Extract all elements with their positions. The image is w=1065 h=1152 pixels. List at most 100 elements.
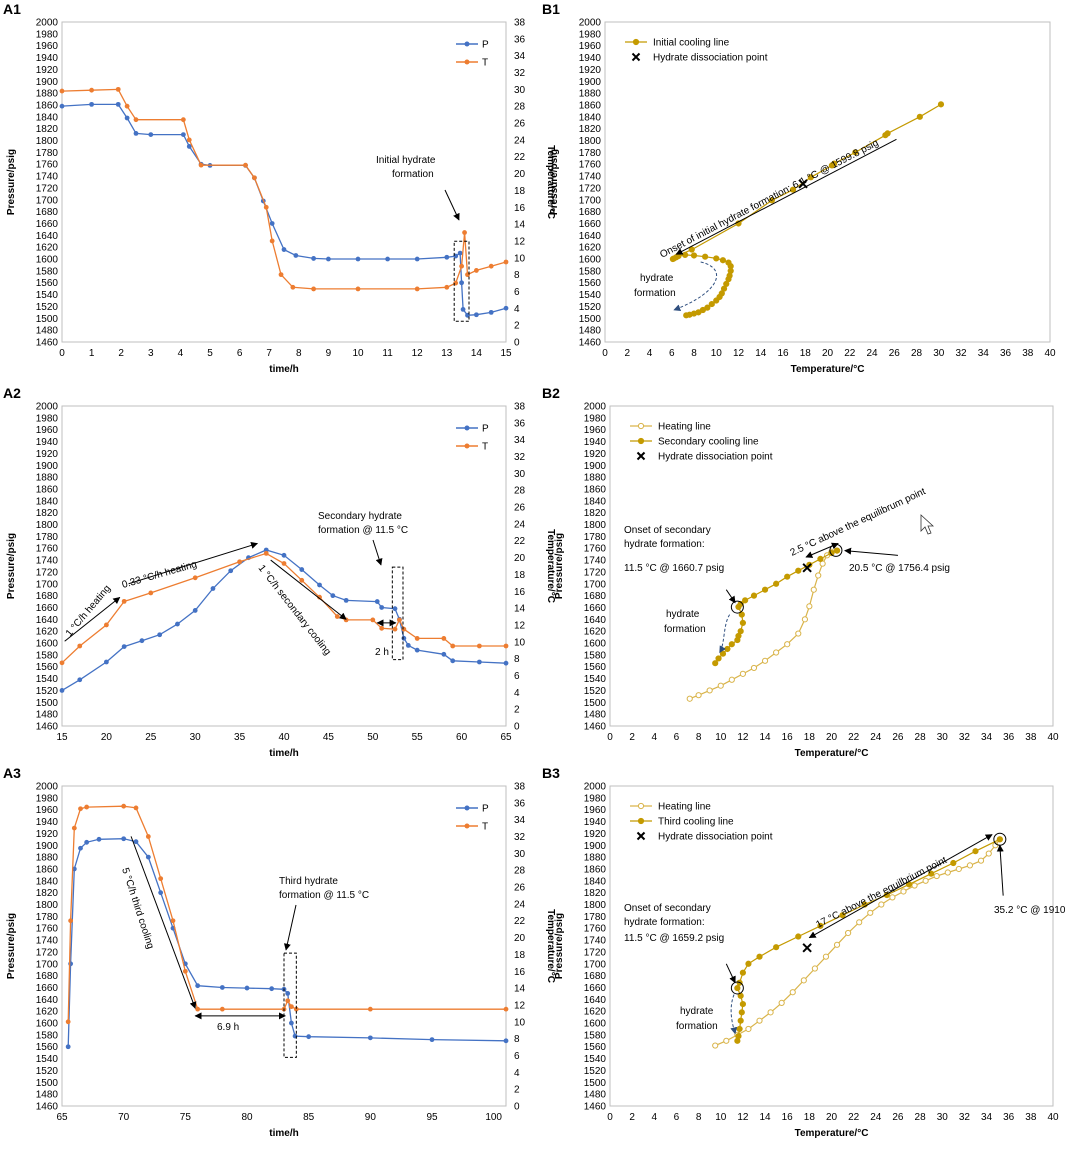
y2-axis-title: Temperature/°C bbox=[545, 909, 556, 983]
y-tick-label: 1620 bbox=[584, 1007, 607, 1018]
y2-tick-label: 4 bbox=[514, 688, 520, 699]
data-point bbox=[734, 984, 741, 992]
x-tick-label: 6 bbox=[674, 1112, 680, 1123]
y-tick-label: 1840 bbox=[36, 112, 59, 123]
data-point-P bbox=[476, 659, 482, 665]
y-tick-label: 1860 bbox=[584, 864, 607, 875]
y-tick-label: 1780 bbox=[579, 148, 602, 159]
x-tick-label: 16 bbox=[777, 348, 789, 359]
data-point-P bbox=[405, 643, 411, 648]
panel-label: B3 bbox=[542, 765, 560, 781]
data-point-T bbox=[311, 286, 316, 292]
y2-tick-label: 8 bbox=[514, 1034, 520, 1045]
data-point bbox=[878, 901, 885, 908]
annotation-033c-heating: 0.33 °C/h heating bbox=[121, 559, 198, 591]
x-tick-label: 38 bbox=[1025, 732, 1037, 743]
data-point bbox=[789, 989, 796, 996]
x-tick-label: 22 bbox=[848, 732, 860, 743]
data-point bbox=[728, 641, 735, 648]
y2-tick-label: 6 bbox=[514, 671, 520, 682]
x-tick-label: 45 bbox=[323, 732, 335, 743]
data-point bbox=[719, 650, 727, 657]
y-tick-label: 2000 bbox=[584, 402, 607, 413]
y2-tick-label: 18 bbox=[514, 186, 526, 197]
y-tick-label: 1480 bbox=[584, 1090, 607, 1101]
y-tick-label: 1760 bbox=[579, 160, 602, 171]
annotation-onset-value: 11.5 °C @ 1659.2 psig bbox=[624, 933, 724, 944]
data-point-P bbox=[77, 677, 83, 683]
data-point-T bbox=[379, 625, 385, 631]
data-point-T bbox=[263, 550, 269, 556]
x-tick-label: 8 bbox=[696, 732, 702, 743]
y2-tick-label: 36 bbox=[514, 34, 526, 45]
annotation-arrow bbox=[844, 547, 898, 556]
x-tick-label: 22 bbox=[844, 348, 856, 359]
y-tick-label: 1900 bbox=[36, 461, 59, 472]
y-tick-label: 1480 bbox=[36, 1090, 59, 1101]
panel-A2: A214601480150015201540156015801600162016… bbox=[3, 385, 556, 759]
legend-marker bbox=[464, 41, 470, 47]
series-line bbox=[672, 103, 942, 316]
y-tick-label: 1780 bbox=[36, 912, 59, 923]
plot-frame bbox=[609, 785, 1054, 1107]
data-point bbox=[750, 664, 758, 672]
annotation-arrow bbox=[372, 539, 383, 566]
x-tick-label: 10 bbox=[352, 348, 364, 359]
y-tick-label: 1560 bbox=[584, 1042, 607, 1053]
data-point bbox=[977, 857, 985, 864]
legend-label: Hydrate dissociation point bbox=[658, 452, 773, 463]
y-tick-label: 1540 bbox=[36, 674, 59, 685]
hydrate-dissociation-point bbox=[802, 563, 812, 573]
data-point bbox=[944, 869, 951, 876]
legend-label: P bbox=[482, 424, 489, 435]
data-point-P bbox=[429, 1037, 435, 1043]
data-point bbox=[669, 255, 676, 263]
data-point-T bbox=[71, 825, 77, 831]
data-point-T bbox=[115, 86, 121, 92]
x-axis-title: time/h bbox=[269, 748, 298, 759]
data-point-P bbox=[281, 247, 287, 252]
data-point-T bbox=[237, 559, 243, 565]
x-tick-label: 0 bbox=[607, 732, 613, 743]
y-axis-title: Pressure/psig bbox=[554, 533, 565, 599]
data-point bbox=[683, 312, 690, 319]
y-tick-label: 1980 bbox=[584, 793, 607, 804]
y2-tick-label: 6 bbox=[514, 287, 520, 298]
data-point-P bbox=[121, 836, 127, 842]
y-tick-label: 1900 bbox=[579, 77, 602, 88]
x-tick-label: 26 bbox=[892, 732, 904, 743]
data-point-P bbox=[488, 309, 494, 315]
data-point-P bbox=[503, 660, 509, 666]
y-tick-label: 1780 bbox=[584, 912, 607, 923]
y-tick-label: 1620 bbox=[36, 1007, 59, 1018]
y2-tick-label: 24 bbox=[514, 519, 526, 530]
data-point bbox=[852, 149, 859, 156]
legend-marker-x bbox=[631, 52, 641, 62]
data-point-P bbox=[306, 1034, 312, 1040]
y-tick-label: 1480 bbox=[36, 710, 59, 721]
y-tick-label: 1680 bbox=[36, 971, 59, 982]
legend-marker bbox=[637, 437, 645, 445]
y-tick-label: 1720 bbox=[36, 183, 59, 194]
highlight-box bbox=[453, 240, 470, 322]
x-tick-label: 4 bbox=[647, 348, 653, 359]
y-tick-label: 1780 bbox=[36, 532, 59, 543]
y-tick-label: 1640 bbox=[36, 615, 59, 626]
data-point bbox=[773, 649, 780, 656]
y-tick-label: 1660 bbox=[36, 983, 59, 994]
annotation-secondary-hydrate: Secondary hydrate bbox=[318, 511, 402, 522]
y-tick-label: 1600 bbox=[36, 255, 59, 266]
y2-tick-label: 34 bbox=[514, 815, 526, 826]
data-point-T bbox=[392, 626, 398, 632]
y-tick-label: 1660 bbox=[584, 603, 607, 614]
y-tick-label: 1460 bbox=[584, 722, 607, 733]
y-tick-label: 1800 bbox=[584, 520, 607, 531]
data-point-P bbox=[441, 651, 447, 657]
y-tick-label: 1460 bbox=[36, 1102, 59, 1113]
legend-label: T bbox=[482, 822, 488, 833]
data-point-T bbox=[195, 1006, 201, 1012]
y-tick-label: 1920 bbox=[584, 449, 607, 460]
annotation-arrow bbox=[675, 138, 897, 255]
y-tick-label: 1520 bbox=[579, 302, 602, 313]
panel-label: A2 bbox=[3, 385, 21, 401]
